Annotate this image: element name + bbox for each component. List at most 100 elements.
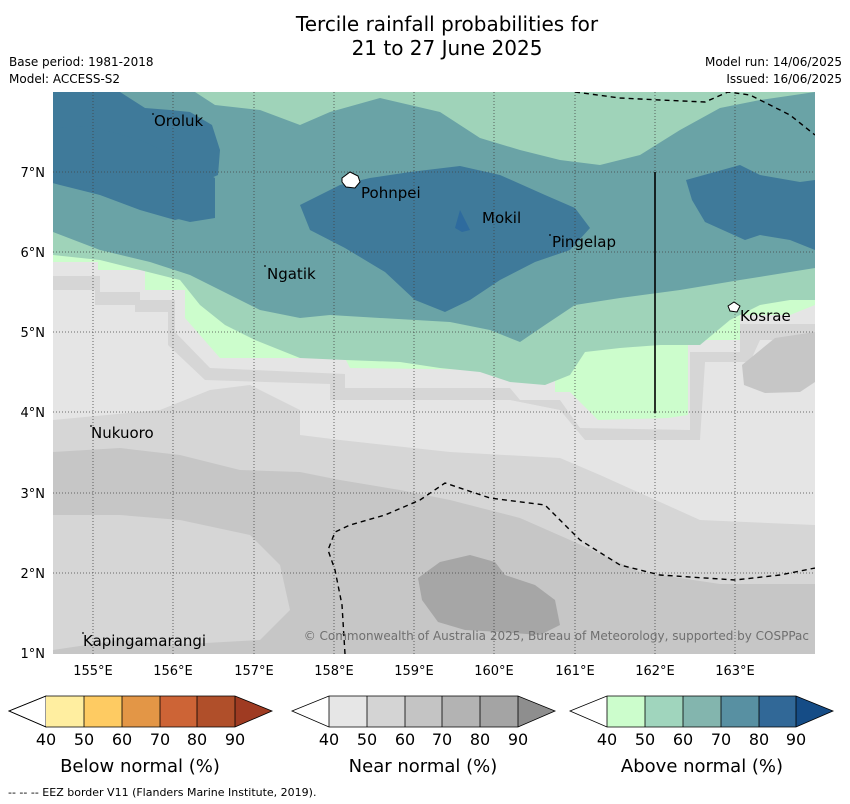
model-run: Model run: 14/06/2025 bbox=[704, 55, 842, 69]
cb-below-tick: 70 bbox=[150, 730, 170, 749]
cb-below-seg bbox=[197, 696, 235, 727]
cb-below-tick: 90 bbox=[225, 730, 245, 749]
cb-near-tick: 40 bbox=[319, 730, 339, 749]
lon-tick: 163°E bbox=[715, 664, 755, 679]
label-pohnpei: Pohnpei bbox=[361, 184, 421, 202]
lon-tick: 161°E bbox=[555, 664, 595, 679]
lon-tick: 162°E bbox=[635, 664, 675, 679]
model-name: Model: ACCESS-S2 bbox=[9, 72, 121, 86]
lat-tick: 2°N bbox=[21, 567, 46, 582]
cb-below-seg bbox=[122, 696, 160, 727]
base-period: Base period: 1981-2018 bbox=[9, 55, 154, 69]
above-normal-70-region-west-2 bbox=[53, 126, 215, 222]
label-mokil: Mokil bbox=[482, 209, 521, 227]
cb-near-tick: 80 bbox=[470, 730, 490, 749]
cb-below-arrow-right bbox=[235, 696, 272, 727]
cb-above-seg bbox=[645, 696, 683, 727]
cb-below-title: Below normal (%) bbox=[60, 756, 220, 777]
nukuoro-marker bbox=[90, 425, 92, 427]
cb-near-tick: 70 bbox=[432, 730, 452, 749]
lat-tick: 1°N bbox=[21, 647, 46, 662]
ngatik-marker bbox=[264, 265, 266, 267]
lat-axis: 7°N 6°N 5°N 4°N 3°N 2°N 1°N bbox=[21, 166, 46, 662]
cb-below-tick: 40 bbox=[36, 730, 56, 749]
cb-above-arrow-right bbox=[796, 696, 833, 727]
cb-below-seg bbox=[84, 696, 122, 727]
cb-below-tick: 60 bbox=[112, 730, 132, 749]
cb-above-seg bbox=[683, 696, 721, 727]
near-normal-50-sw bbox=[53, 555, 85, 600]
title-line-2: 21 to 27 June 2025 bbox=[351, 36, 543, 60]
cb-above-tick: 50 bbox=[635, 730, 655, 749]
cb-below-arrow-left bbox=[7, 695, 47, 728]
label-pingelap: Pingelap bbox=[552, 233, 616, 251]
cb-above-tick: 60 bbox=[673, 730, 693, 749]
cb-above-seg bbox=[759, 696, 796, 727]
cb-below-tick: 80 bbox=[187, 730, 207, 749]
colorbar-near-normal: 40 50 60 70 80 90 Near normal (%) bbox=[290, 695, 557, 777]
near-normal-60-east bbox=[742, 332, 815, 393]
kosrae-island bbox=[727, 301, 741, 313]
lat-tick: 4°N bbox=[21, 406, 46, 421]
cb-above-arrow-left bbox=[570, 696, 607, 727]
cb-near-seg bbox=[405, 696, 442, 727]
cb-near-tick: 90 bbox=[508, 730, 528, 749]
colorbar-above-normal: 40 50 60 70 80 90 Above normal (%) bbox=[568, 695, 835, 777]
label-ngatik: Ngatik bbox=[267, 265, 316, 283]
eez-footnote: -- -- -- EEZ border V11 (Flanders Marine… bbox=[8, 786, 317, 799]
chart-title: Tercile rainfall probabilities for 21 to… bbox=[0, 12, 850, 60]
cb-above-seg bbox=[607, 696, 645, 727]
pohnpei-island bbox=[341, 171, 361, 189]
cb-below-tick: 50 bbox=[74, 730, 94, 749]
cb-above-tick: 40 bbox=[597, 730, 617, 749]
cb-near-tick: 60 bbox=[395, 730, 415, 749]
cb-near-seg bbox=[442, 696, 480, 727]
above-normal-70-region-central bbox=[300, 166, 590, 312]
issued-date: Issued: 16/06/2025 bbox=[726, 72, 842, 86]
meta-right: Model run: 14/06/2025 Issued: 16/06/2025 bbox=[705, 54, 842, 88]
cb-above-tick: 70 bbox=[711, 730, 731, 749]
label-kapingamarangi: Kapingamarangi bbox=[83, 632, 206, 650]
cb-near-tick: 50 bbox=[357, 730, 377, 749]
meta-left: Base period: 1981-2018 Model: ACCESS-S2 bbox=[9, 54, 154, 88]
cb-near-arrow-left bbox=[292, 696, 329, 727]
cb-above-title: Above normal (%) bbox=[621, 756, 783, 777]
pingelap-marker bbox=[549, 234, 551, 236]
near-normal-40-inner bbox=[53, 290, 815, 525]
kapingamarangi-marker bbox=[82, 632, 84, 634]
oroluk-marker bbox=[152, 113, 154, 115]
lon-tick: 158°E bbox=[314, 664, 354, 679]
lon-tick: 155°E bbox=[73, 664, 113, 679]
label-nukuoro: Nukuoro bbox=[91, 424, 154, 442]
cb-near-seg bbox=[480, 696, 518, 727]
cb-near-seg bbox=[367, 696, 405, 727]
cb-above-tick: 90 bbox=[786, 730, 806, 749]
mokil-island bbox=[455, 210, 470, 232]
cb-below-outline bbox=[7, 695, 274, 728]
cb-near-title: Near normal (%) bbox=[349, 756, 498, 777]
cb-below-seg bbox=[46, 696, 84, 727]
lon-tick: 159°E bbox=[394, 664, 434, 679]
cb-below-seg bbox=[160, 696, 197, 727]
lat-tick: 7°N bbox=[21, 166, 46, 181]
graticule bbox=[53, 92, 815, 654]
lon-tick: 160°E bbox=[474, 664, 514, 679]
label-oroluk: Oroluk bbox=[154, 112, 203, 130]
copyright-notice: © Commonwealth of Australia 2025, Bureau… bbox=[304, 629, 809, 643]
near-normal-60-se bbox=[795, 612, 815, 654]
map-area: Oroluk Pohnpei Mokil Pingelap Ngatik Kos… bbox=[53, 92, 815, 654]
near-normal-80-region bbox=[418, 555, 560, 635]
lat-tick: 5°N bbox=[21, 326, 46, 341]
above-normal-70-region-east bbox=[686, 165, 815, 250]
cb-near-seg bbox=[329, 696, 367, 727]
near-normal-50-south bbox=[53, 515, 290, 650]
colorbar-below-normal: 40 50 60 70 80 90 Below normal (%) bbox=[7, 695, 274, 777]
lon-axis: 155°E 156°E 157°E 158°E 159°E 160°E 161°… bbox=[73, 664, 755, 679]
lon-tick: 156°E bbox=[153, 664, 193, 679]
title-line-1: Tercile rainfall probabilities for bbox=[295, 12, 599, 36]
cb-above-tick: 80 bbox=[749, 730, 769, 749]
label-kosrae: Kosrae bbox=[740, 307, 791, 325]
lat-tick: 3°N bbox=[21, 487, 46, 502]
lat-tick: 6°N bbox=[21, 246, 46, 261]
